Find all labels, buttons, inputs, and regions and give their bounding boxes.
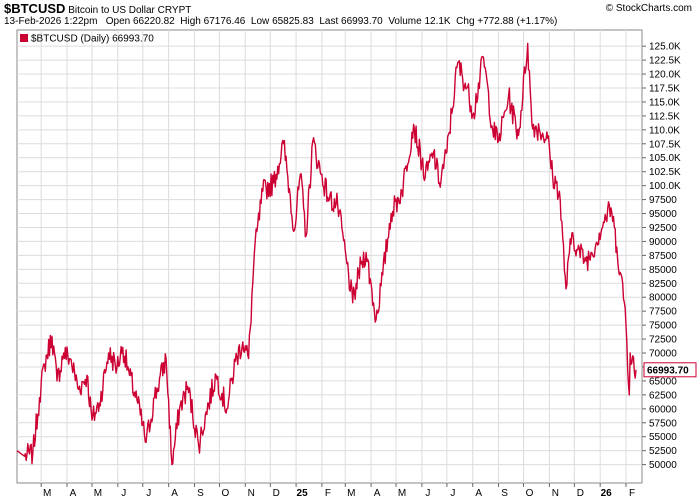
y-tick-label: 117.5K (649, 84, 680, 95)
x-axis: M A M J J A S O N D 25 F M A M J J A S O N D 26 F (40, 483, 635, 499)
y-tick-label: 60000 (649, 404, 677, 415)
volume-label: Volume (388, 16, 422, 27)
x-tick-label: A (70, 488, 77, 499)
y-tick-label: 65000 (649, 376, 677, 387)
x-tick-label: M (347, 488, 355, 499)
y-tick-label: 92500 (649, 223, 677, 234)
y-tick-label: 105.0K (649, 153, 681, 164)
x-tick-label: J (121, 488, 126, 499)
y-tick-label: 120.0K (649, 70, 681, 81)
change-value: +772.88 (+1.17%) (477, 16, 558, 27)
y-tick-label: 75000 (649, 321, 677, 332)
change-label: Chg (456, 16, 475, 27)
y-tick-label: 95000 (649, 209, 677, 220)
timestamp: 13-Feb-2026 1:22pm (4, 16, 98, 27)
x-tick-label: S (197, 488, 204, 499)
x-tick-label: F (629, 488, 635, 499)
last-value: 66993.70 (341, 16, 383, 27)
y-tick-label: 90000 (649, 237, 677, 248)
x-tick-label: M (43, 488, 51, 499)
y-tick-label: 62500 (649, 390, 677, 401)
x-tick-label: 26 (601, 488, 613, 499)
y-tick-label: 102.5K (649, 167, 681, 178)
y-tick-label: 122.5K (649, 56, 681, 67)
watermark: © StockCharts.com (605, 3, 692, 14)
y-tick-label: 50000 (649, 460, 677, 471)
header-row-2: 13-Feb-2026 1:22pm Open 66220.82 High 67… (4, 16, 557, 27)
y-tick-label: 125.0K (649, 42, 681, 53)
y-tick-label: 85000 (649, 265, 677, 276)
plot-frame (16, 29, 643, 484)
x-tick-label: A (171, 488, 178, 499)
volume-value: 12.1K (424, 16, 451, 27)
x-tick-label: J (450, 488, 455, 499)
open-value: 66220.82 (133, 16, 175, 27)
low-label: Low (250, 16, 270, 27)
high-label: High (180, 16, 201, 27)
x-tick-label: M (94, 488, 102, 499)
price-line (16, 42, 637, 466)
header-row-1: $BTCUSD Bitcoin to US Dollar CRYPT (4, 1, 191, 16)
last-price-tag: 66993.70 (643, 362, 697, 378)
legend-swatch (20, 34, 28, 42)
grid (17, 30, 642, 483)
y-tick-label: 110.0K (649, 125, 680, 136)
y-tick-label: 97500 (649, 195, 677, 206)
last-price-box (643, 362, 697, 378)
exchange-label: CRYPT (157, 5, 192, 16)
y-tick-label: 72500 (649, 335, 677, 346)
y-axis: 5000052500550005750060000625006500067500… (642, 42, 681, 471)
y-tick-label: 55000 (649, 432, 677, 443)
legend-text: $BTCUSD (Daily) 66993.70 (31, 34, 154, 45)
last-label: Last (319, 16, 339, 27)
y-tick-label: 107.5K (649, 139, 681, 150)
x-tick-label: A (374, 488, 381, 499)
x-tick-label: F (325, 488, 331, 499)
y-tick-label: 80000 (649, 293, 677, 304)
series-layer (16, 42, 637, 466)
y-tick-label: 100.0K (649, 181, 681, 192)
low-value: 65825.83 (272, 16, 314, 27)
x-tick-label: 25 (297, 488, 309, 499)
y-tick-label: 82500 (649, 279, 677, 290)
legend: $BTCUSD (Daily) 66993.70 (20, 34, 154, 45)
x-tick-label: O (222, 488, 230, 499)
x-tick-label: J (146, 488, 151, 499)
y-tick-label: 57500 (649, 418, 677, 429)
x-tick-label: D (577, 488, 584, 499)
x-tick-label: J (425, 488, 430, 499)
y-tick-label: 112.5K (649, 111, 680, 122)
y-tick-label: 77500 (649, 307, 677, 318)
y-tick-label: 70000 (649, 349, 677, 360)
x-tick-label: M (398, 488, 406, 499)
y-tick-label: 52500 (649, 446, 677, 457)
x-tick-label: D (273, 488, 280, 499)
last-price-label: 66993.70 (647, 366, 689, 377)
y-tick-label: 115.0K (649, 97, 680, 108)
symbol-description: Bitcoin to US Dollar (68, 5, 155, 16)
symbol-title: $BTCUSD (4, 1, 66, 16)
x-tick-label: S (501, 488, 508, 499)
x-tick-label: A (475, 488, 482, 499)
x-tick-label: N (552, 488, 559, 499)
open-label: Open (105, 16, 131, 27)
high-value: 67176.46 (203, 16, 246, 27)
y-tick-label: 87500 (649, 251, 677, 262)
x-tick-label: N (248, 488, 255, 499)
x-tick-label: O (526, 488, 534, 499)
